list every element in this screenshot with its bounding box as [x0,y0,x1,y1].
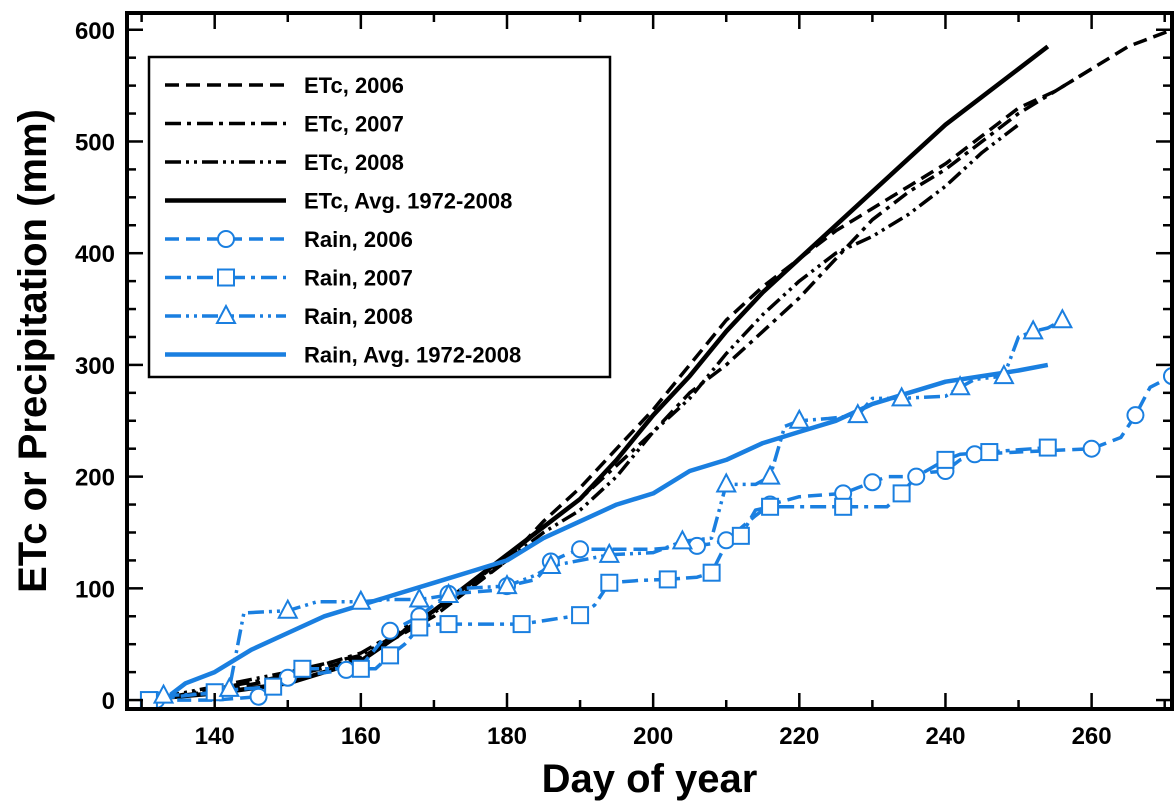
data-point-5 [410,618,429,637]
data-point-5 [512,615,531,634]
series-line-4 [156,374,1172,702]
data-point-4 [965,445,984,464]
y-tick-label: 100 [75,576,115,603]
data-point-4 [863,473,882,492]
legend-label: Rain, 2008 [304,304,413,329]
legend-label: ETc, 2007 [304,112,404,137]
data-point-6 [496,573,518,595]
data-point-5 [293,659,312,678]
x-tick-label: 260 [1072,723,1112,750]
legend-label: ETc, 2006 [304,73,404,98]
data-point-4 [278,668,297,687]
data-point-6 [598,542,620,563]
x-tick-label: 200 [633,723,673,750]
x-tick-label: 240 [925,723,965,750]
y-tick-label: 400 [75,241,115,268]
series-line-2 [163,123,1020,699]
data-point-5 [264,677,283,696]
data-point-5 [381,646,400,665]
y-tick-label: 300 [75,353,115,380]
data-point-4 [571,540,590,559]
marker-layer [139,308,1174,710]
series-line-5 [148,445,1048,702]
data-point-4 [249,687,268,706]
data-point-6 [1051,308,1074,329]
data-point-6 [540,553,562,575]
y-axis-title: ETc or Precipitation (mm) [11,109,55,593]
y-tick-label: 600 [75,18,115,45]
data-point-4 [381,621,400,640]
data-point-6 [890,386,913,407]
legend-marker [215,303,237,324]
y-tick-label: 500 [75,129,115,156]
legend-label: Rain, Avg. 1972-2008 [304,343,521,368]
x-tick-label: 140 [195,723,235,750]
data-point-4 [1082,439,1101,458]
data-point-6 [437,582,460,604]
series-layer [139,28,1174,710]
data-point-6 [671,529,694,550]
data-point-6 [277,598,299,619]
x-tick-label: 180 [487,723,527,750]
data-point-5 [892,484,911,503]
data-point-4 [337,660,356,679]
y-tick-label: 0 [102,688,115,715]
data-point-5 [571,606,590,625]
legend-label: Rain, 2006 [304,227,413,252]
data-point-6 [949,375,971,396]
data-point-5 [980,443,999,462]
legend: ETc, 2006 ETc, 2007 ETc, 2008 ETc, Avg. 197… [147,55,612,379]
data-point-6 [715,472,737,493]
data-point-5 [658,570,677,589]
legend-marker [217,230,235,248]
ticks-layer [127,13,1172,709]
series-line-7 [169,362,1049,697]
data-point-5 [139,691,158,710]
tick-labels: 140 160 180 200 220 240 260 0 100 200 300 400 500 600 [75,18,1112,750]
data-point-5 [351,659,370,678]
legend-label: ETc, 2008 [304,150,404,175]
plot-frame [125,11,1174,711]
x-axis-title: Day of year [542,757,758,801]
data-point-5 [1038,438,1057,457]
data-point-6 [993,363,1015,385]
data-point-6 [847,403,869,424]
data-point-4 [688,536,706,555]
legend-marker [217,268,235,287]
y-tick-label: 200 [75,465,115,492]
data-point-6 [350,589,372,610]
data-point-5 [731,526,750,545]
data-point-4 [1126,406,1145,425]
data-point-5 [834,497,853,516]
data-point-6 [152,683,175,704]
legend-label: ETc, Avg. 1972-2008 [304,189,512,214]
data-point-6 [788,408,810,429]
data-point-6 [1022,319,1044,340]
data-point-5 [439,615,458,634]
data-point-4 [717,531,736,550]
data-point-6 [759,464,781,485]
data-point-4 [907,467,926,486]
legend-label: Rain, 2007 [304,266,413,291]
data-point-5 [761,497,780,516]
legend-box [147,55,612,379]
series-line-0 [163,28,1172,700]
data-point-5 [936,450,955,469]
x-tick-label: 220 [779,723,819,750]
data-point-5 [702,563,721,582]
data-point-5 [600,573,619,592]
data-point-6 [408,587,430,608]
x-tick-label: 160 [341,723,381,750]
series-line-3 [163,44,1050,701]
data-point-6 [218,676,240,697]
